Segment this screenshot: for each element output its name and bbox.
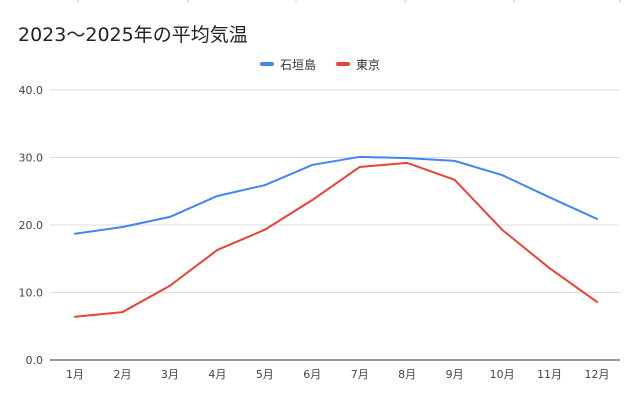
data-point: [501, 228, 504, 231]
data-point: [216, 194, 219, 197]
data-point: [406, 161, 409, 164]
legend-label: 東京: [356, 57, 381, 72]
data-point: [501, 174, 504, 177]
data-point: [263, 184, 266, 187]
legend-swatch: [259, 62, 274, 66]
data-point: [168, 284, 171, 287]
x-tick-label: 4月: [208, 368, 226, 381]
data-point: [74, 315, 76, 318]
data-point: [74, 232, 76, 235]
y-tick-label: 30.0: [19, 152, 44, 165]
x-tick-label: 12月: [585, 368, 610, 381]
x-tick-label: 1月: [66, 368, 84, 381]
data-point: [358, 155, 361, 158]
y-tick-label: 10.0: [19, 287, 44, 300]
y-tick-label: 0.0: [26, 354, 44, 367]
data-point: [596, 217, 598, 220]
x-tick-label: 7月: [351, 368, 369, 381]
x-tick-label: 5月: [256, 368, 274, 381]
y-tick-label: 40.0: [19, 84, 44, 97]
data-point: [358, 165, 361, 168]
data-point: [263, 228, 266, 231]
legend-item: 東京: [336, 56, 380, 73]
data-point: [168, 215, 171, 218]
x-tick-label: 11月: [537, 368, 562, 381]
legend: 石垣島 東京: [0, 55, 640, 73]
data-point: [548, 267, 551, 270]
x-tick-label: 8月: [398, 368, 416, 381]
x-tick-label: 9月: [446, 368, 464, 381]
legend-item: 石垣島: [259, 56, 316, 73]
data-point: [311, 199, 314, 202]
data-point: [311, 163, 314, 166]
chart-title: 2023〜2025年の平均気温: [18, 24, 248, 46]
series-line-石垣島: [74, 155, 598, 235]
data-point: [453, 159, 456, 162]
data-point: [121, 311, 124, 314]
x-tick-label: 3月: [161, 368, 179, 381]
y-tick-label: 20.0: [19, 219, 44, 232]
data-point: [121, 226, 124, 229]
x-tick-label: 2月: [113, 368, 131, 381]
data-point: [548, 196, 551, 199]
legend-swatch: [336, 62, 350, 66]
x-tick-label: 6月: [303, 368, 321, 381]
data-point: [216, 248, 219, 251]
x-tick-label: 10月: [490, 368, 515, 381]
data-point: [596, 300, 598, 303]
data-point: [453, 178, 456, 181]
data-point: [406, 157, 409, 160]
series-line-東京: [74, 161, 598, 318]
legend-label: 石垣島: [279, 57, 316, 72]
